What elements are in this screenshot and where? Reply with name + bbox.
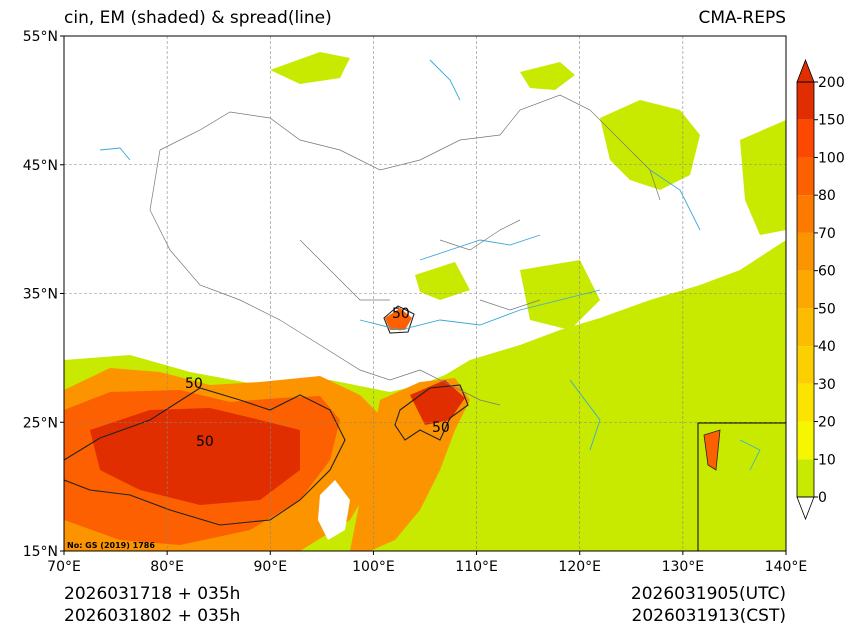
inset-river bbox=[739, 439, 761, 471]
central-patch bbox=[415, 262, 470, 300]
lon-tick-label: 70°E bbox=[47, 559, 81, 575]
colorbar-swatch bbox=[797, 119, 814, 158]
colorbar-swatch bbox=[797, 195, 814, 233]
colorbar-frame bbox=[796, 81, 815, 498]
colorbar-tick-label: 80 bbox=[818, 188, 836, 204]
lat-tick-label: 15°N bbox=[23, 544, 58, 560]
colorbar-tick-label: 20 bbox=[818, 415, 836, 431]
lon-tick-label: 90°E bbox=[253, 559, 287, 575]
spread-contour-indochina bbox=[394, 384, 469, 441]
colorbar-swatch bbox=[797, 232, 814, 271]
lat-tick-label: 55°N bbox=[23, 29, 58, 45]
contour-label-2: 50 bbox=[196, 434, 214, 450]
contour-label-3: 50 bbox=[392, 306, 410, 322]
source-label: CMA-REPS bbox=[698, 8, 786, 28]
colorbar-tick-label: 70 bbox=[818, 226, 836, 242]
peak-cin-south-asia bbox=[90, 408, 300, 505]
peak-cin-indochina bbox=[410, 380, 465, 425]
northeast-patch bbox=[600, 100, 700, 190]
spread-contour-south-asia bbox=[64, 387, 346, 526]
init-time-utc: 2026031718 + 035h bbox=[64, 584, 241, 604]
colorbar: 0 10 20 30 40 50 60 70 80 100 150 200 bbox=[796, 58, 845, 521]
colorbar-swatch bbox=[797, 421, 814, 460]
lat-tick-label: 25°N bbox=[23, 415, 58, 431]
contour-label-1: 50 bbox=[185, 376, 203, 392]
inset-map bbox=[697, 422, 787, 552]
lon-tick-label: 110°E bbox=[455, 559, 498, 575]
lon-tick-label: 130°E bbox=[662, 559, 705, 575]
north-patch bbox=[270, 52, 350, 84]
valid-time-cst: 2026031913(CST) bbox=[631, 606, 786, 626]
colorbar-tick-label: 0 bbox=[818, 490, 827, 506]
mongolia-patch bbox=[520, 62, 575, 90]
credit-label: No: GS (2019) 1786 bbox=[67, 541, 155, 550]
cin-patch-sichuan bbox=[385, 308, 412, 330]
map-area: No: GS (2019) 1786 50 50 50 50 bbox=[64, 36, 786, 551]
colorbar-max-arrow bbox=[796, 58, 815, 83]
colorbar-swatch bbox=[797, 346, 814, 384]
colorbar-tick-label: 50 bbox=[818, 301, 836, 317]
lat-tick-label: 45°N bbox=[23, 158, 58, 174]
colorbar-tick-label: 30 bbox=[818, 377, 836, 393]
init-time-cst: 2026031802 + 035h bbox=[64, 606, 241, 626]
colorbar-tick-label: 60 bbox=[818, 264, 836, 280]
colorbar-swatch bbox=[797, 157, 814, 196]
colorbar-min-arrow bbox=[796, 496, 815, 521]
colorbar-swatch bbox=[797, 383, 814, 422]
lon-tick-label: 80°E bbox=[150, 559, 184, 575]
gridlines bbox=[64, 36, 786, 551]
inset-cin-patch bbox=[703, 429, 721, 471]
spread-contour-sichuan bbox=[383, 305, 415, 334]
colorbar-tick-label: 150 bbox=[818, 113, 845, 129]
axis-labels: 55°N 45°N 35°N 25°N 15°N70°E 80°E 90°E 100°E 110… bbox=[23, 29, 808, 575]
colorbar-tick-label: 200 bbox=[818, 75, 845, 91]
colorbar-swatch bbox=[797, 270, 814, 309]
lon-tick-label: 120°E bbox=[558, 559, 601, 575]
lat-tick-label: 35°N bbox=[23, 287, 58, 303]
map-svg: No: GS (2019) 1786 50 50 50 50 55°N 45°N 3… bbox=[23, 29, 845, 575]
colorbar-swatch bbox=[797, 459, 814, 497]
chart-title: cin, EM (shaded) & spread(line) bbox=[64, 8, 332, 28]
country-borders bbox=[149, 94, 661, 406]
colorbar-swatch bbox=[797, 82, 814, 120]
colorbar-tick-label: 100 bbox=[818, 150, 845, 166]
colorbar-tick-label: 40 bbox=[818, 339, 836, 355]
colorbar-tick-label: 10 bbox=[818, 452, 836, 468]
bengal-gap bbox=[318, 480, 350, 540]
lon-tick-label: 100°E bbox=[352, 559, 395, 575]
valid-time-utc: 2026031905(UTC) bbox=[630, 584, 786, 604]
contour-label-4: 50 bbox=[432, 420, 450, 436]
rivers bbox=[99, 59, 701, 451]
colorbar-swatch bbox=[797, 308, 814, 347]
far-east-patch bbox=[740, 120, 786, 235]
lon-tick-label: 140°E bbox=[765, 559, 808, 575]
